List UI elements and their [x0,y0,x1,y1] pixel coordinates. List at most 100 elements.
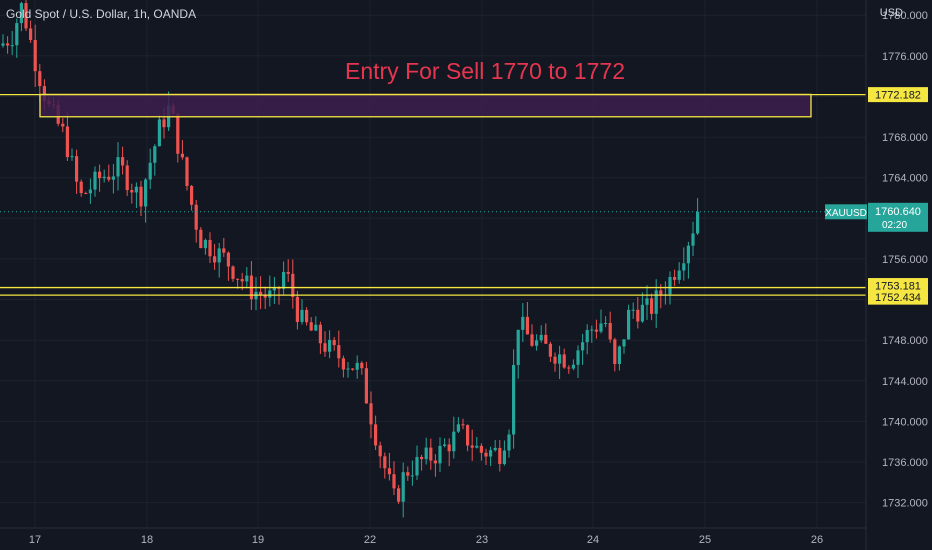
candle-body [599,323,603,332]
candle-body [650,298,654,314]
candle-body [88,189,92,194]
candle-body [479,445,483,453]
time-tick-label: 23 [476,534,488,546]
candle-body [144,179,148,207]
candle-body [15,23,19,46]
price-tick-label: 1764.000 [882,173,928,185]
candle-body [203,239,207,249]
candle-body [673,277,677,280]
candle-body [521,316,525,330]
price-tick-label: 1768.000 [882,132,928,144]
candle-body [691,233,695,246]
candle-body [180,153,184,158]
candle-body [686,245,690,264]
candle-body [61,123,65,127]
candle-body [33,39,37,72]
candle-body [355,362,359,370]
sell-zone-rect [39,93,812,118]
candle-body [65,126,69,158]
candle-body [291,273,295,297]
candle-body [507,434,511,451]
candle-body [148,162,152,180]
candle-body [438,445,442,464]
candle-body [475,445,479,448]
candle-body [323,343,327,352]
candle-body [604,322,608,324]
level-price-tag [868,278,928,294]
level-price-tag [868,87,928,103]
candle-body [162,119,166,128]
candle-body [213,256,217,263]
candle-body [272,287,276,291]
candle-body [194,204,198,230]
candle-body [6,43,10,46]
candle-body [461,424,465,426]
candle-body [217,248,221,263]
candle-body [208,239,212,257]
candle-body [682,263,686,271]
candle-body [433,460,437,464]
last-price-tag [868,202,928,232]
last-price-label: 1760.640 [875,206,921,218]
candle-body [470,445,474,448]
candle-body [489,450,493,457]
candle-body [38,71,42,87]
candle-body [576,350,580,365]
candle-body [24,3,28,29]
candle-body [553,356,557,364]
price-tick-label: 1732.000 [882,498,928,510]
candle-body [585,330,589,343]
time-tick-label: 26 [811,534,823,546]
candle-body [369,403,373,425]
price-tick-label: 1756.000 [882,254,928,266]
candle-body [10,45,14,47]
candle-body [613,339,617,365]
candle-body [516,329,520,366]
candle-body [346,368,350,370]
time-tick-label: 22 [364,534,376,546]
candle-body [410,475,414,477]
candle-body [153,146,157,163]
candle-body [627,309,631,340]
candle-body [594,329,598,332]
candle-body [617,346,621,365]
symbol-title[interactable]: Gold Spot / U.S. Dollar, 1h, OANDA [6,7,197,21]
price-tick-label: 1736.000 [882,457,928,469]
candle-body [636,309,640,322]
price-tick-label: 1776.000 [882,51,928,63]
candle-body [305,309,309,323]
candle-body [571,364,575,369]
candle-body [429,447,433,461]
candle-body [116,157,120,177]
candle-body [590,329,594,331]
price-tick-label: 1748.000 [882,335,928,347]
candle-body [502,450,506,465]
level-price-label: 1753.181 [875,281,921,293]
candle-body [341,358,345,370]
candle-body [282,272,286,289]
candle-body [447,444,451,452]
candle-body [226,252,230,267]
candle-body [360,362,364,369]
candle-body [397,488,401,502]
candle-body [309,322,313,331]
candle-body [548,343,552,357]
candle-body [185,157,189,186]
candle-body [631,309,635,311]
candle-body [231,266,235,279]
candle-body [668,277,672,295]
candle-body [466,425,470,446]
candle-body [383,456,387,469]
candle-body [392,474,396,489]
candle-body [75,156,79,182]
candle-body [19,3,23,24]
candle-body [443,444,447,446]
candle-body [190,185,194,205]
candle-body [654,290,658,314]
candle-body [351,368,355,370]
candle-body [558,354,562,364]
level-price-label: 1752.434 [875,292,921,304]
candle-body [567,367,571,369]
candle-body [93,171,97,190]
